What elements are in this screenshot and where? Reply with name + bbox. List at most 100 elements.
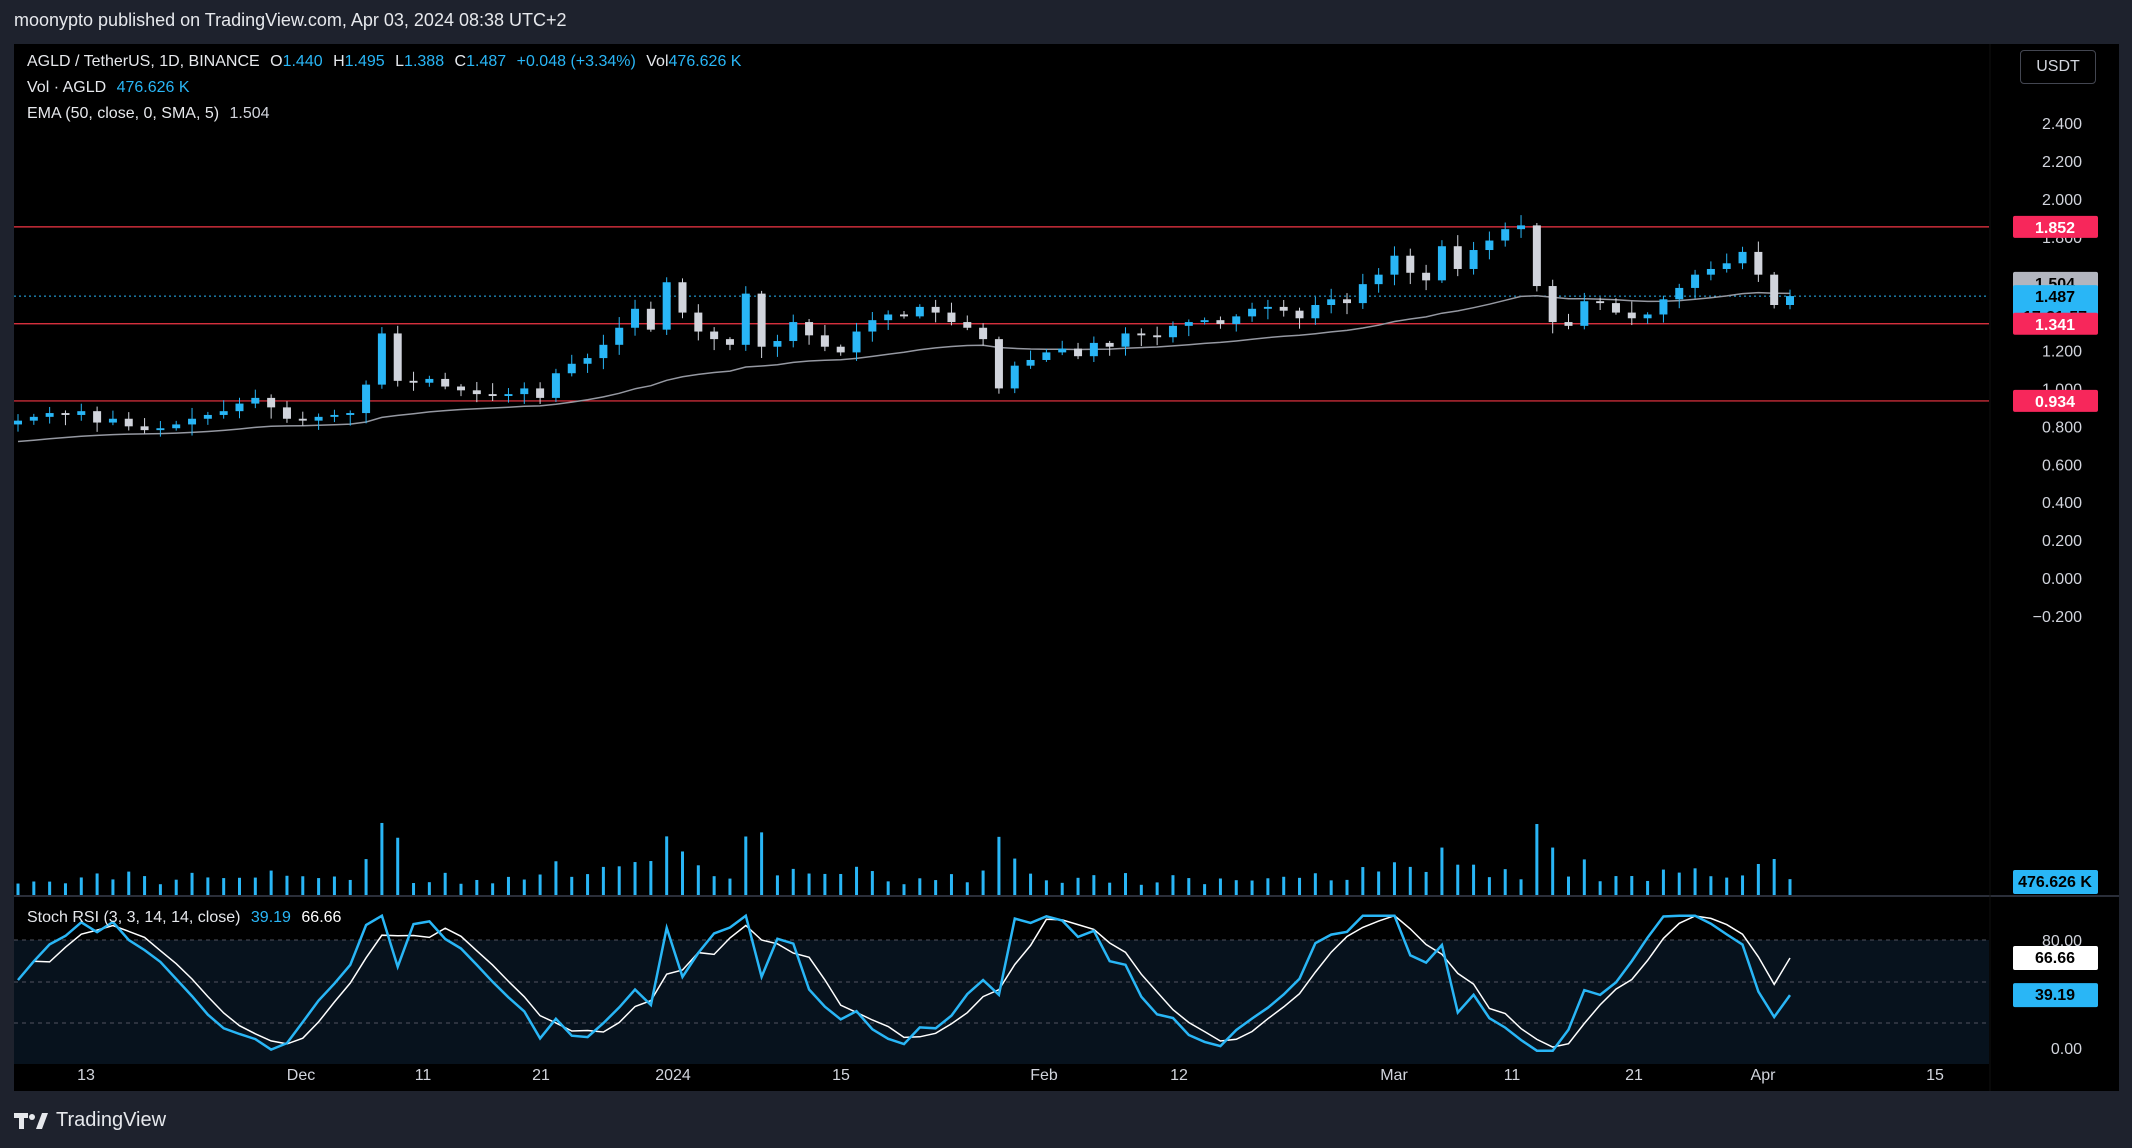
candle-body [1406, 255, 1415, 273]
candle-body [1010, 365, 1019, 389]
candle [251, 389, 260, 409]
candle [1374, 268, 1383, 293]
volume-bar [317, 878, 321, 895]
candle-body [1564, 322, 1573, 326]
published-info: moonypto published on TradingView.com, A… [14, 10, 567, 30]
candle-body [1216, 320, 1225, 324]
volume-bar [301, 876, 305, 895]
candle [1295, 307, 1304, 329]
candle-body [1248, 308, 1257, 317]
volume-bar [949, 874, 953, 895]
candle [298, 411, 307, 426]
candle [1406, 248, 1415, 285]
candle-body [1754, 251, 1763, 275]
candle-body [567, 363, 576, 374]
volume-bar [1503, 869, 1507, 895]
ema-label[interactable]: EMA (50, close, 0, SMA, 5) [27, 105, 220, 122]
volume-bar [665, 836, 669, 895]
tradingview-logo[interactable]: TradingView [14, 1107, 166, 1133]
candle [1121, 327, 1130, 356]
candle [868, 312, 877, 342]
candle-body [1611, 303, 1620, 313]
candle-body [1232, 316, 1241, 324]
stoch-label[interactable]: Stoch RSI (3, 3, 14, 14, close) [27, 909, 241, 926]
volume-bar [396, 837, 400, 895]
volume-bar [253, 877, 257, 895]
candle [1010, 361, 1019, 394]
volume-bar [870, 871, 874, 895]
candle [1675, 283, 1684, 309]
price-chart-svg[interactable]: 2.4002.2002.0001.8001.2001.0000.8000.600… [14, 44, 2119, 1091]
candle-body [884, 314, 893, 321]
volume-bar [459, 883, 463, 895]
price-tick-label: 2.400 [2042, 116, 2082, 133]
candle [1580, 292, 1589, 330]
candle-body [1263, 306, 1272, 309]
currency-button[interactable]: USDT [2020, 50, 2096, 84]
time-tick-label: Feb [1030, 1067, 1058, 1084]
candle [1343, 293, 1351, 315]
candle-body [282, 407, 291, 419]
candle-body [1532, 225, 1541, 287]
time-tick-label: 12 [1170, 1067, 1188, 1084]
volume-bar [775, 875, 779, 895]
candle-body [820, 335, 829, 347]
candle [1390, 246, 1399, 286]
vol-series-value: 476.626 K [116, 79, 190, 96]
vol-value: 476.626 K [668, 53, 742, 70]
candle [631, 299, 640, 336]
volume-bar [712, 876, 716, 895]
candle-body [488, 394, 497, 396]
candle [1200, 317, 1209, 325]
vol-series-label[interactable]: Vol · AGLD [27, 79, 107, 96]
candle-body [441, 378, 450, 387]
candle-body [741, 293, 750, 345]
volume-bar [95, 873, 99, 895]
volume-bar [1535, 824, 1539, 895]
label-stoch-d-bg [2013, 946, 2098, 971]
volume-bar [1630, 876, 1634, 895]
volume-bar [1440, 847, 1444, 895]
label-stoch-d: 66.66 [2013, 946, 2098, 971]
volume-bar [918, 878, 922, 895]
symbol-title[interactable]: AGLD / TetherUS, 1D, BINANCE [27, 53, 260, 70]
volume-bar [902, 884, 906, 895]
candle-body [1596, 301, 1605, 304]
candle-body [1501, 229, 1510, 241]
candle [45, 406, 54, 424]
candle-body [536, 388, 545, 398]
chart-panel[interactable]: 2.400 2.200 2.000 1.800 1.200 1.000 0.800 0.600… [14, 44, 2119, 1091]
ema-legend: EMA (50, close, 0, SMA, 5) 1.504 [27, 105, 276, 123]
label-volume-text: 476.626 K [2018, 874, 2092, 891]
candle-body [1105, 342, 1114, 347]
volume-bar [554, 861, 558, 895]
volume-bar [127, 871, 131, 895]
candle [662, 277, 671, 335]
volume-bar [32, 881, 36, 895]
label-support-low-bg [2013, 389, 2098, 412]
candle-body [93, 411, 102, 423]
candle [29, 413, 38, 425]
volume-bar [1487, 877, 1491, 895]
candle-body [1121, 333, 1130, 347]
candle-body [203, 414, 212, 419]
candle [789, 314, 798, 348]
candle-body [900, 314, 908, 317]
candle [1168, 321, 1177, 343]
stoch-rsi-lines [17, 913, 1792, 1052]
volume-bar [1392, 862, 1396, 895]
candle-body [789, 322, 798, 342]
volume-bar [238, 877, 241, 895]
candle [1453, 235, 1462, 277]
candle-body [1659, 299, 1668, 315]
candle [140, 418, 149, 434]
candle [1279, 299, 1288, 317]
volume-bar [1298, 877, 1302, 895]
candle-body [1374, 274, 1383, 285]
candle [694, 304, 703, 341]
candle-body [1453, 246, 1462, 269]
candle-body [108, 418, 117, 423]
candle [1137, 328, 1146, 347]
candle-body [1343, 299, 1351, 304]
candle [646, 301, 655, 332]
